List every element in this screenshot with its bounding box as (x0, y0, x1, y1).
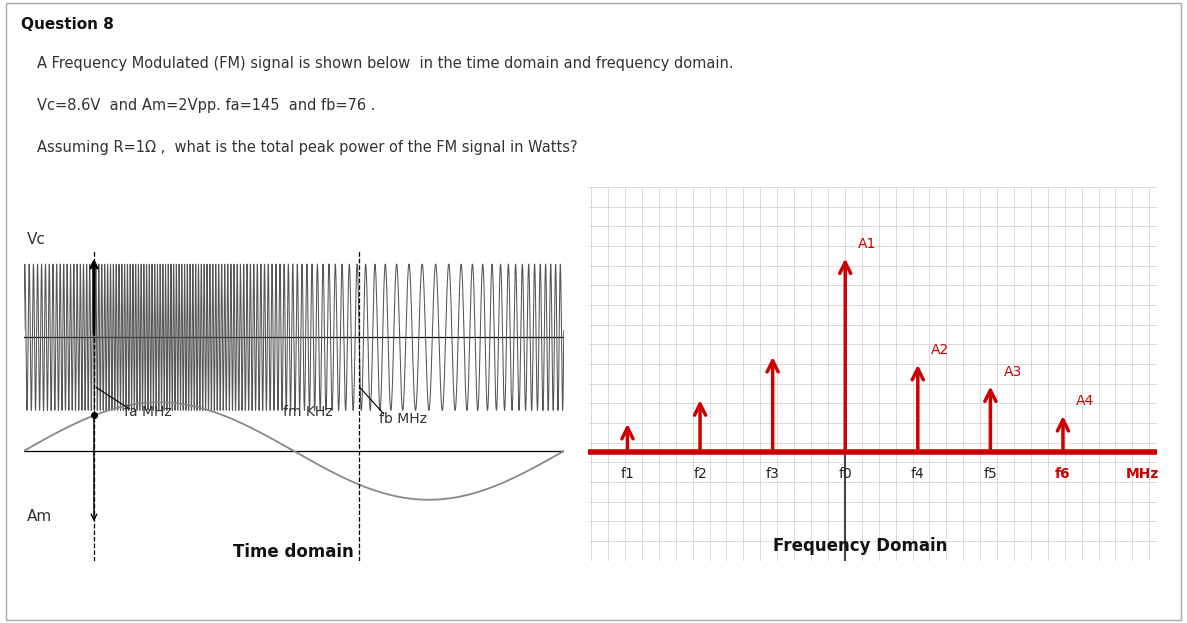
Text: f6: f6 (1055, 467, 1071, 481)
Text: A2: A2 (931, 343, 950, 357)
Text: f5: f5 (984, 467, 997, 481)
Text: Frequency Domain: Frequency Domain (773, 537, 947, 555)
Text: Vc=8.6V  and Am=2Vpp. fa=145  and fb=76 .: Vc=8.6V and Am=2Vpp. fa=145 and fb=76 . (38, 98, 376, 113)
Text: fa MHz: fa MHz (123, 405, 171, 419)
Text: A4: A4 (1077, 394, 1094, 408)
Text: f0: f0 (838, 467, 852, 481)
Text: Assuming R=1Ω ,  what is the total peak power of the FM signal in Watts?: Assuming R=1Ω , what is the total peak p… (38, 140, 578, 155)
Text: fb MHz: fb MHz (379, 412, 427, 426)
Text: f3: f3 (766, 467, 780, 481)
Text: A Frequency Modulated (FM) signal is shown below  in the time domain and frequen: A Frequency Modulated (FM) signal is sho… (38, 56, 734, 71)
Text: f1: f1 (621, 467, 634, 481)
Text: A1: A1 (858, 237, 877, 251)
Text: f2: f2 (693, 467, 707, 481)
Text: A3: A3 (1003, 365, 1022, 379)
Text: Vc: Vc (26, 232, 45, 247)
Text: Time domain: Time domain (234, 543, 354, 561)
Text: Am: Am (26, 508, 52, 523)
Text: MHz: MHz (1126, 467, 1160, 481)
Text: fm KHz: fm KHz (283, 405, 332, 419)
Text: f4: f4 (910, 467, 925, 481)
Text: Question 8: Question 8 (21, 17, 114, 32)
